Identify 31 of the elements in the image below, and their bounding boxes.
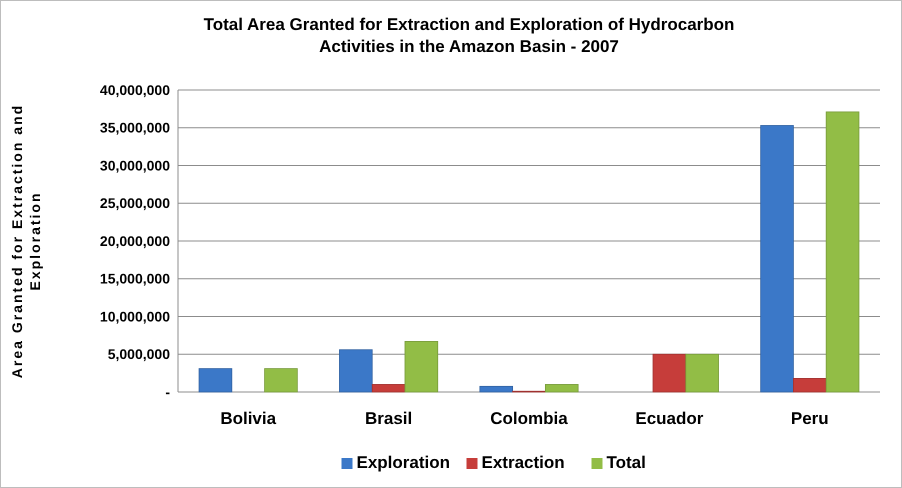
x-tick-label: Colombia xyxy=(490,409,568,428)
bar xyxy=(652,354,686,392)
y-tick-label: 10,000,000 xyxy=(100,308,170,324)
x-tick-label: Bolivia xyxy=(220,409,277,428)
chart-title: Total Area Granted for Extraction and Exploration of Hydrocarbon Activities in the Amazon Basin - 2007 xyxy=(204,15,734,56)
bar xyxy=(544,384,579,392)
legend-label: Extraction xyxy=(482,453,565,472)
x-tick-label: Ecuador xyxy=(635,409,704,428)
bar xyxy=(479,386,514,392)
y-tick-label: 30,000,000 xyxy=(100,157,170,174)
bar xyxy=(793,378,827,392)
bar xyxy=(826,111,860,392)
legend-label: Exploration xyxy=(356,453,450,472)
x-tick-label: Brasil xyxy=(364,409,412,428)
y-tick-label: 40,000,000 xyxy=(100,82,170,98)
y-tick-label: 5,000,000 xyxy=(108,346,170,362)
bar xyxy=(339,349,373,392)
y-tick-label: 35,000,000 xyxy=(100,120,170,136)
bar xyxy=(685,354,719,392)
bar xyxy=(198,368,232,392)
bar xyxy=(760,125,794,392)
bar xyxy=(264,368,298,392)
bar xyxy=(372,384,406,392)
y-axis-title: Area Granted for Extraction and Exploration xyxy=(9,104,43,378)
y-tick-label: - xyxy=(165,384,170,400)
x-tick-label: Peru xyxy=(790,409,829,428)
y-tick-label: 15,000,000 xyxy=(100,270,170,287)
bar xyxy=(404,341,438,392)
y-tick-label: 20,000,000 xyxy=(100,232,170,249)
legend-label: Total xyxy=(606,453,646,472)
y-tick-label: 25,000,000 xyxy=(100,195,170,212)
